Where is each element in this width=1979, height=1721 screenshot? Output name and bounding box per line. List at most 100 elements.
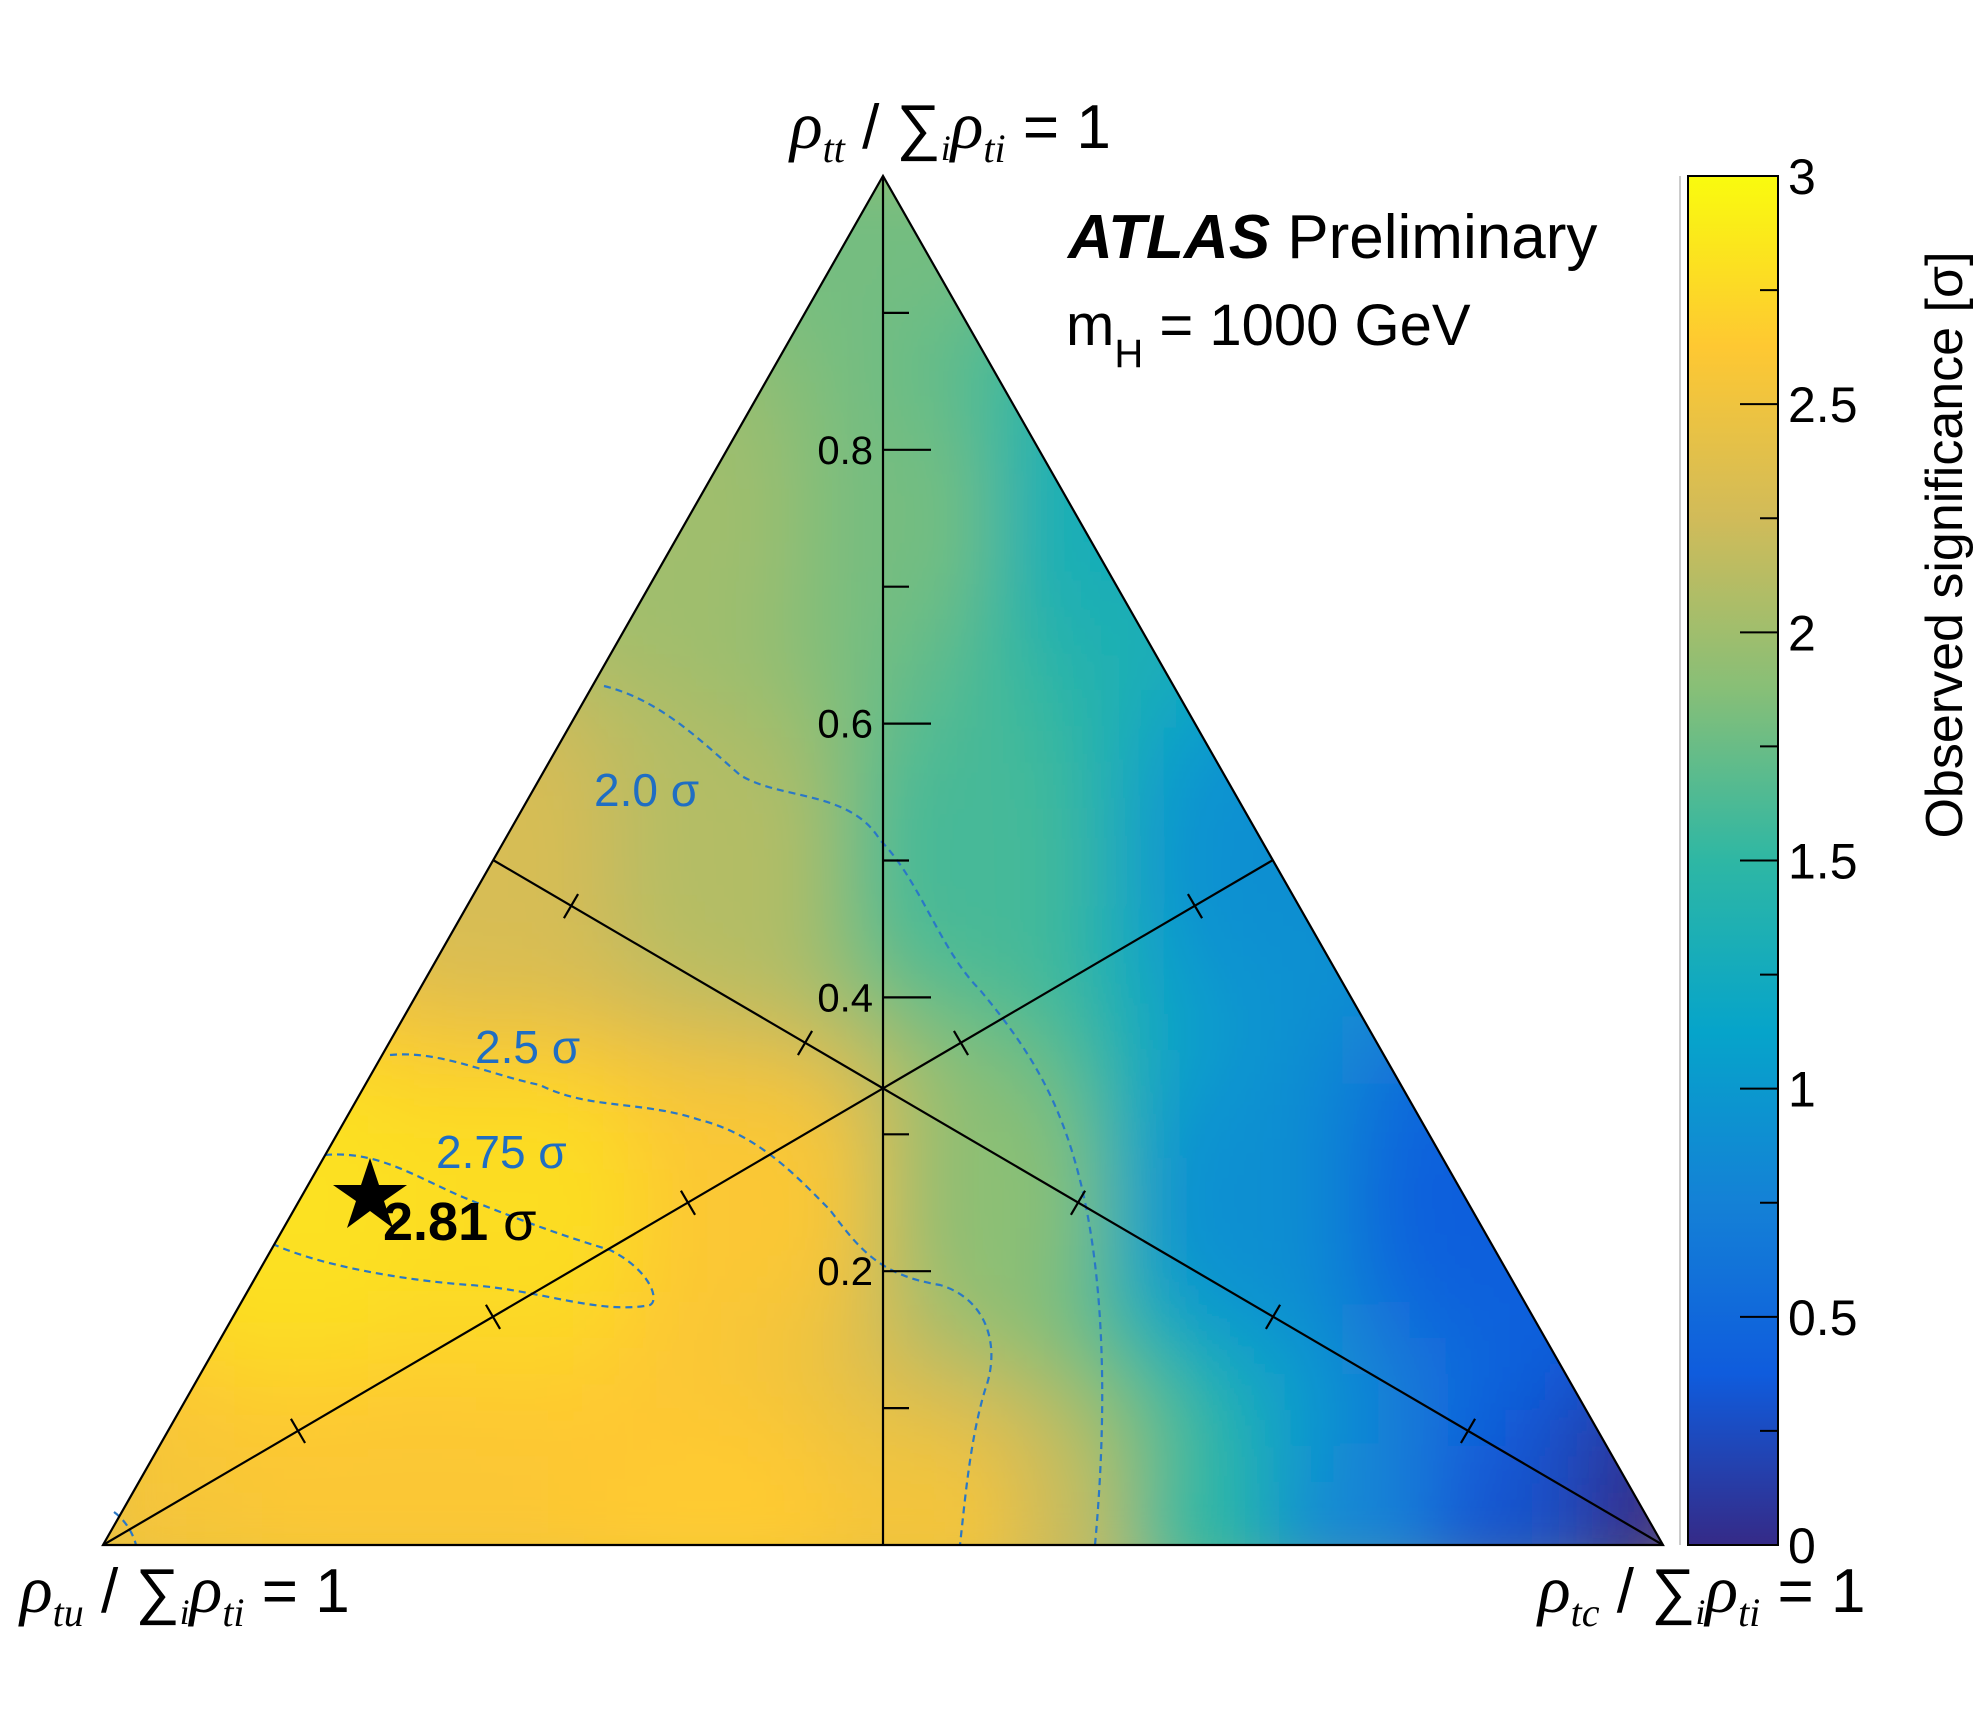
heatmap-cell	[152, 1518, 189, 1545]
heatmap-cell	[404, 654, 441, 691]
heatmap-cell	[764, 222, 801, 259]
heatmap-cell	[1484, 618, 1521, 655]
heatmap-cell	[692, 690, 729, 727]
heatmap-cell	[584, 1014, 621, 1051]
heatmap-cell	[692, 726, 729, 763]
heatmap-cell	[908, 690, 945, 727]
heatmap-cell	[512, 186, 549, 223]
heatmap-cell	[188, 654, 225, 691]
heatmap-cell	[296, 186, 333, 223]
heatmap-cell	[944, 906, 981, 943]
heatmap-cell	[440, 330, 477, 367]
heatmap-cell	[1592, 510, 1629, 547]
heatmap-cell	[116, 1050, 153, 1087]
heatmap-cell	[296, 1086, 333, 1123]
heatmap-cell	[620, 654, 657, 691]
heatmap-cell	[1052, 1554, 1089, 1591]
heatmap-cell	[152, 870, 189, 907]
heatmap-cell	[908, 402, 945, 439]
heatmap-cell	[1232, 1266, 1269, 1303]
heatmap-cell	[836, 474, 873, 511]
heatmap-cell	[188, 834, 225, 871]
heatmap-cell	[620, 438, 657, 475]
heatmap-cell	[404, 1374, 441, 1411]
heatmap-cell	[584, 1374, 621, 1411]
heatmap-cell	[1268, 438, 1305, 475]
heatmap-cell	[656, 1410, 693, 1447]
heatmap-cell	[512, 546, 549, 583]
heatmap-cell	[1016, 1194, 1053, 1231]
heatmap-cell	[188, 618, 225, 655]
heatmap-cell	[1412, 1122, 1449, 1159]
heatmap-cell	[1196, 978, 1233, 1015]
heatmap-cell	[764, 510, 801, 547]
heatmap-cell	[584, 366, 621, 403]
heatmap-cell	[404, 474, 441, 511]
heatmap-cell	[548, 474, 585, 511]
heatmap-cell	[1088, 906, 1125, 943]
heatmap-cell	[1520, 366, 1557, 403]
heatmap-cell	[728, 176, 765, 187]
heatmap-cell	[1088, 1446, 1125, 1483]
heatmap-cell	[440, 222, 477, 259]
heatmap-cell	[260, 1266, 297, 1303]
heatmap-cell	[980, 726, 1017, 763]
heatmap-cell	[476, 1230, 513, 1267]
heatmap-cell	[1304, 870, 1341, 907]
heatmap-cell	[116, 906, 153, 943]
heatmap-cell	[692, 978, 729, 1015]
heatmap-cell	[1340, 402, 1377, 439]
heatmap-cell	[188, 402, 225, 439]
heatmap-cell	[1376, 798, 1413, 835]
corner-left-i: i	[180, 1592, 190, 1632]
heatmap-cell	[1052, 906, 1089, 943]
heatmap-cell	[1592, 258, 1629, 295]
heatmap-cell	[1016, 1338, 1053, 1375]
heatmap-cell	[620, 690, 657, 727]
heatmap-cell	[908, 510, 945, 547]
heatmap-cell	[188, 546, 225, 583]
heatmap-cell	[656, 798, 693, 835]
heatmap-cell	[1556, 1374, 1593, 1411]
heatmap-cell	[620, 834, 657, 871]
heatmap-cell	[260, 1050, 297, 1087]
heatmap-cell	[1340, 618, 1377, 655]
mass-label-sub: H	[1114, 332, 1143, 376]
heatmap-cell	[800, 1446, 837, 1483]
heatmap-cell	[368, 176, 405, 187]
heatmap-cell	[584, 942, 621, 979]
heatmap-cell	[404, 726, 441, 763]
heatmap-cell	[728, 474, 765, 511]
heatmap-cell	[1484, 1302, 1521, 1339]
heatmap-cell	[1124, 1014, 1161, 1051]
heatmap-cell	[584, 870, 621, 907]
heatmap-cell	[103, 1158, 117, 1195]
heatmap-cell	[224, 474, 261, 511]
heatmap-cell	[368, 222, 405, 259]
heatmap-cell	[476, 1410, 513, 1447]
heatmap-cell	[584, 798, 621, 835]
heatmap-cell	[152, 1122, 189, 1159]
heatmap-cell	[800, 330, 837, 367]
heatmap-cell	[476, 1446, 513, 1483]
heatmap-cell	[512, 906, 549, 943]
heatmap-cell	[980, 834, 1017, 871]
heatmap-cell	[296, 618, 333, 655]
heatmap-cell	[512, 1554, 549, 1591]
heatmap-cell	[1232, 906, 1269, 943]
heatmap-cell	[224, 366, 261, 403]
heatmap-cell	[1412, 798, 1449, 835]
heatmap-cell	[1376, 1158, 1413, 1195]
heatmap-cell	[1340, 1446, 1377, 1483]
heatmap-cell	[1124, 402, 1161, 439]
heatmap-cell	[1448, 1482, 1485, 1519]
heatmap-cell	[1124, 582, 1161, 619]
heatmap-cell	[512, 1158, 549, 1195]
heatmap-cell	[584, 618, 621, 655]
heatmap-cell	[1628, 870, 1663, 907]
heatmap-cell	[1160, 1086, 1197, 1123]
heatmap-cell	[224, 654, 261, 691]
heatmap-cell	[1124, 834, 1161, 871]
heatmap-cell	[512, 654, 549, 691]
